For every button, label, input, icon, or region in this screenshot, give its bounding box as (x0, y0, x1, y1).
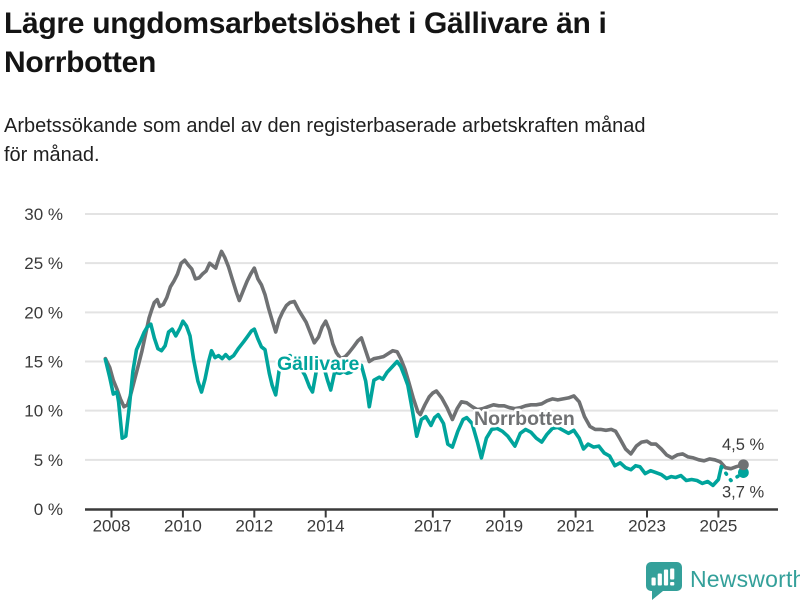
newsworthy-logo[interactable]: Newsworthy (643, 559, 800, 600)
chart-title: Lägre ungdomsarbetslöshet i Gällivare än… (4, 7, 607, 79)
line-chart-svg: 2008 2010 2012 2014 2017 2019 2021 2023 2025 0 % 5… (24, 205, 778, 536)
chart-area: 2008 2010 2012 2014 2017 2019 2021 2023 2025 0 % 5… (0, 195, 800, 545)
exclamation-bar (670, 568, 675, 580)
y-tick-label-0: 0 % (34, 500, 63, 519)
y-tick-label-5: 5 % (34, 451, 63, 470)
x-tick-label-2010: 2010 (164, 517, 202, 536)
y-tick-label-15: 15 % (24, 353, 63, 372)
y-tick-label-25: 25 % (24, 254, 63, 273)
exclamation-dot (670, 582, 675, 586)
newsworthy-logo-text: Newsworthy (690, 566, 800, 592)
x-tick-label-2025: 2025 (699, 517, 737, 536)
end-value-label-gällivare: 3,7 % (722, 484, 765, 502)
x-tick-label-2021: 2021 (557, 517, 595, 536)
series-label-norrbotten: Norrbotten (474, 408, 575, 430)
end-dot-norrbotten (737, 459, 749, 471)
x-tick-label-2023: 2023 (628, 517, 666, 536)
end-dot-gällivare (737, 467, 749, 479)
end-value-label-norrbotten: 4,5 % (722, 436, 765, 454)
x-tick-label-2017: 2017 (414, 517, 452, 536)
bar-chart-glyph (651, 568, 675, 586)
newsworthy-logo-icon (646, 562, 682, 600)
series-line-gällivare (103, 319, 724, 488)
x-tick-label-2012: 2012 (235, 517, 273, 536)
y-tick-label-10: 10 % (24, 402, 63, 421)
x-tick-label-2019: 2019 (485, 517, 523, 536)
series-dashed-tail-gällivare (719, 464, 746, 483)
x-tick-label-2014: 2014 (307, 517, 345, 536)
y-tick-label-20: 20 % (24, 303, 63, 322)
series-line-norrbotten (103, 249, 746, 471)
series-label-gällivare: Gällivare (277, 353, 360, 375)
y-tick-label-30: 30 % (24, 205, 63, 224)
x-tick-label-2008: 2008 (93, 517, 131, 536)
chart-subtitle: Arbetssökande som andel av den registerb… (4, 115, 646, 166)
